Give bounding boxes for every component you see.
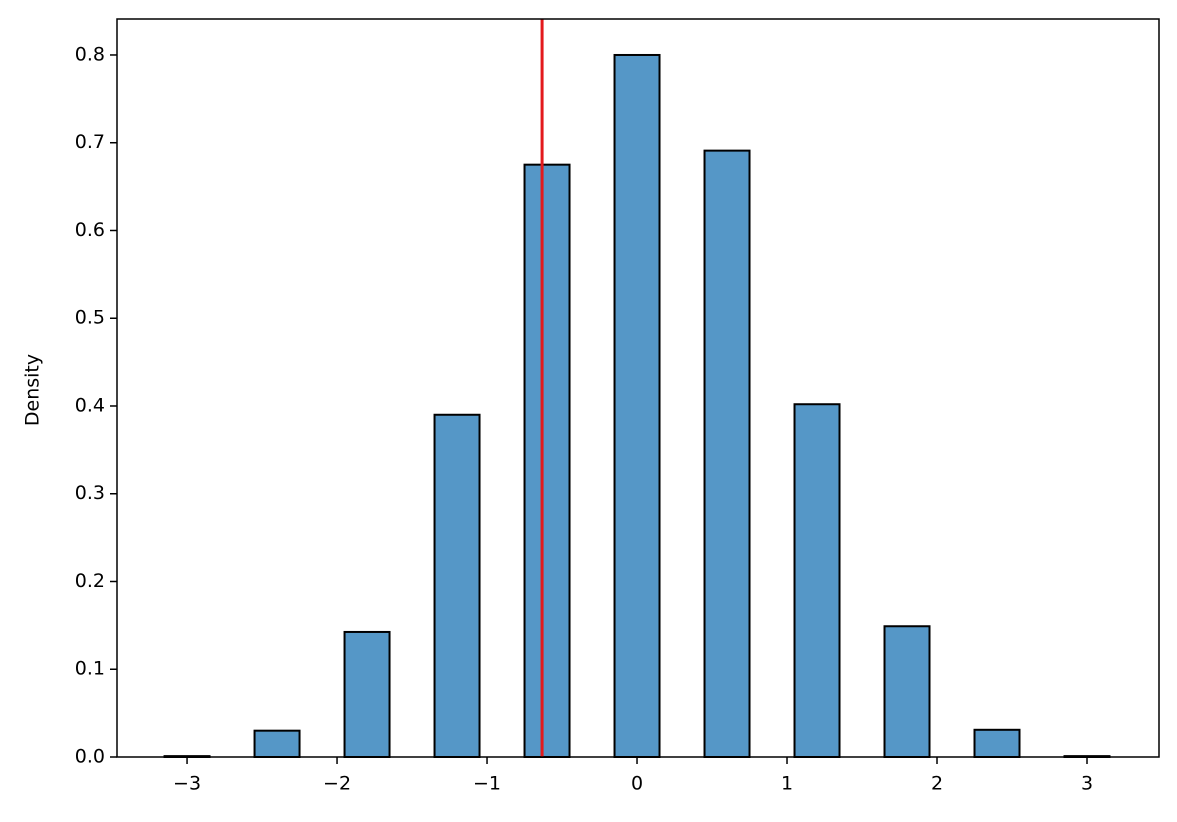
- y-tick-label: 0.2: [75, 570, 105, 592]
- x-tick-label: 2: [931, 773, 943, 795]
- plot-frame: [116, 18, 1160, 758]
- bar: [523, 163, 571, 758]
- y-tick-label: 0.8: [75, 43, 105, 65]
- x-tick-label: −2: [323, 773, 351, 795]
- y-tick-label: 0.4: [75, 394, 105, 416]
- bar: [343, 630, 391, 759]
- bar: [433, 413, 481, 758]
- y-tick-label: 0.1: [75, 658, 105, 680]
- bar: [793, 403, 841, 758]
- x-tick-label: 3: [1081, 773, 1093, 795]
- y-tick-label: 0.0: [75, 746, 105, 768]
- x-tick-label: 1: [781, 773, 793, 795]
- bar: [703, 149, 751, 758]
- y-tick-label: 0.3: [75, 482, 105, 504]
- y-tick-label: 0.5: [75, 307, 105, 329]
- y-tick-label: 0.6: [75, 219, 105, 241]
- bar: [253, 729, 301, 758]
- bar: [973, 728, 1021, 759]
- y-tick-label: 0.7: [75, 131, 105, 153]
- bar: [613, 53, 661, 759]
- y-axis-label: Density: [22, 354, 44, 426]
- x-tick-label: −1: [473, 773, 501, 795]
- x-tick-label: −3: [173, 773, 201, 795]
- x-tick-label: 0: [631, 773, 643, 795]
- bar: [883, 625, 931, 759]
